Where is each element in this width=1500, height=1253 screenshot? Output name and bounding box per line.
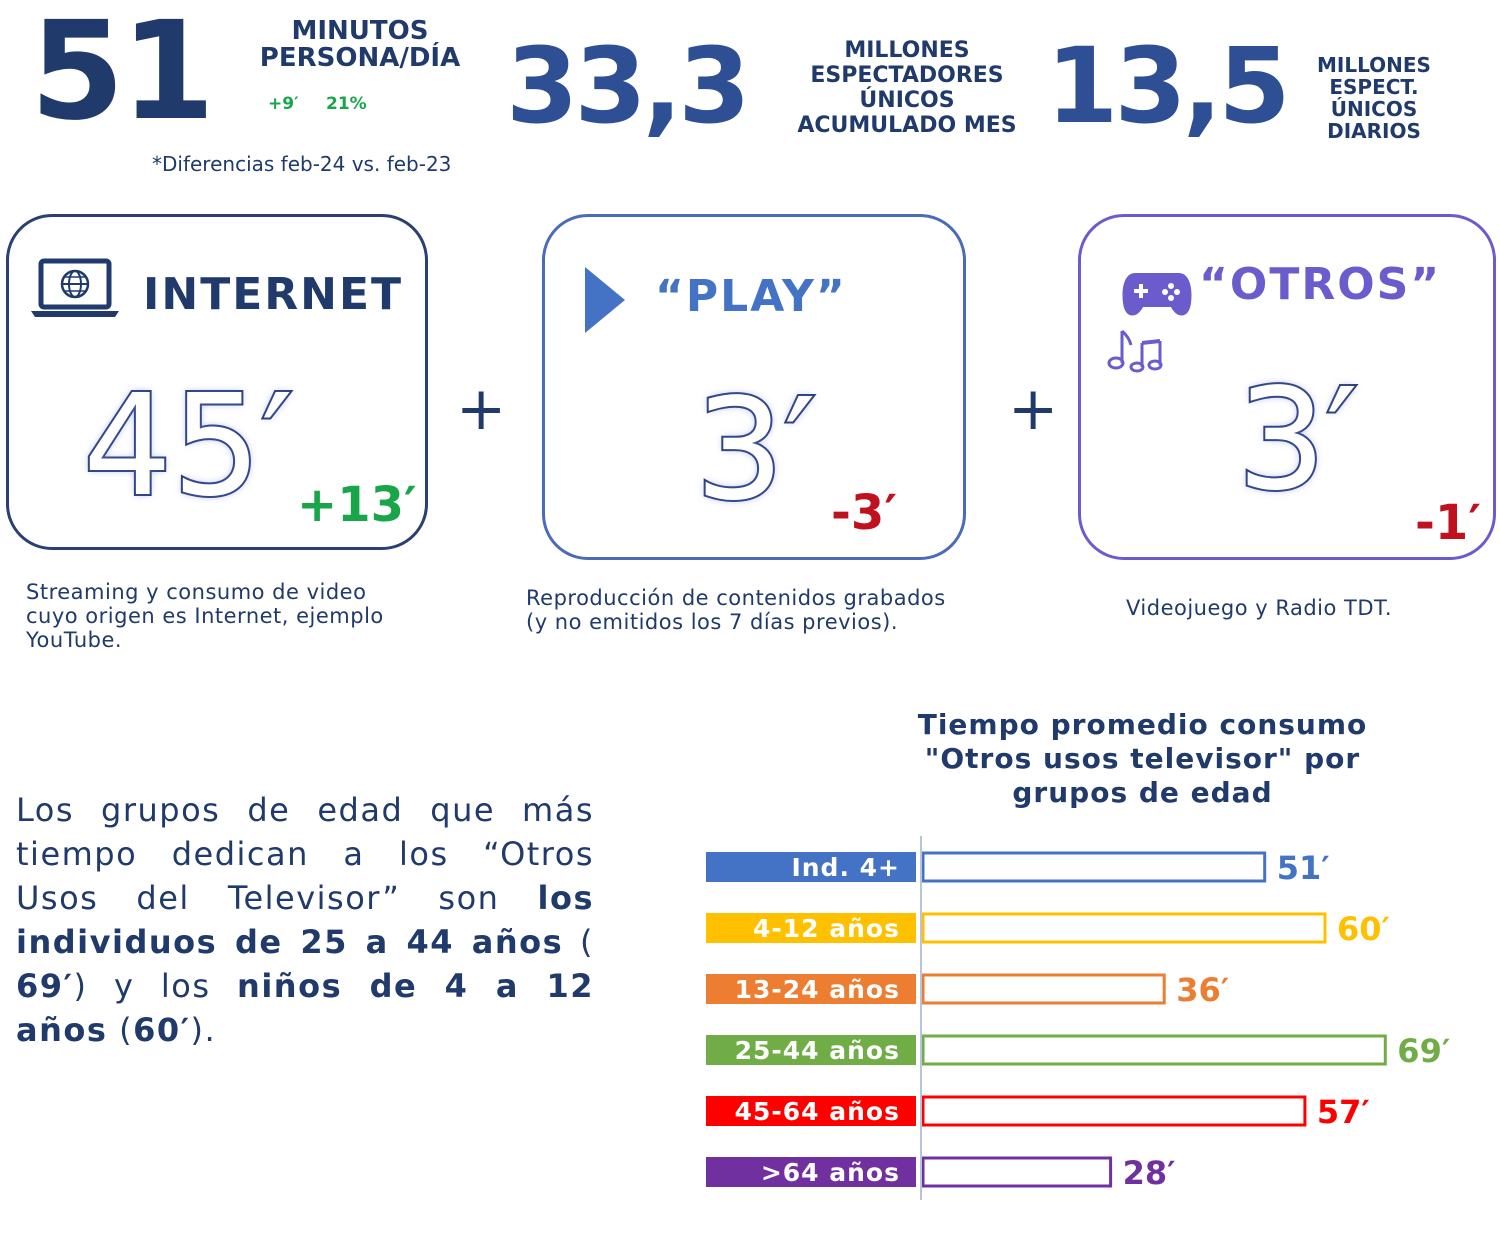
footnote: *Diferencias feb-24 vs. feb-23 bbox=[152, 152, 452, 176]
stat-minutes-label-line2: PERSONA/DÍA bbox=[259, 43, 461, 74]
category-label-box bbox=[706, 1096, 916, 1126]
stat-daily-viewers-label: MILLONES ESPECT. ÚNICOS DIARIOS bbox=[1317, 53, 1431, 143]
category-label-box bbox=[706, 1157, 916, 1187]
card-otros-description: Videojuego y Radio TDT. bbox=[1126, 596, 1393, 620]
music-notes-icon bbox=[1107, 329, 1163, 373]
card-internet: INTERNET 45′ +13′ bbox=[6, 214, 428, 550]
category-label-box bbox=[706, 913, 916, 943]
plus-sign-1: + bbox=[456, 374, 507, 444]
card-internet-delta: +13′ bbox=[297, 477, 417, 533]
card-otros-value: 3′ bbox=[1235, 359, 1360, 522]
card-play-value: 3′ bbox=[693, 369, 818, 532]
bar-value-label: 60′ bbox=[1337, 910, 1390, 948]
card-otros: “OTROS” 3′ -1′ bbox=[1078, 214, 1496, 560]
stat-minutes-value: 51 bbox=[30, 0, 215, 151]
card-otros-delta: -1′ bbox=[1415, 495, 1481, 551]
card-internet-title: INTERNET bbox=[143, 269, 404, 320]
bar-value-label: 28′ bbox=[1123, 1154, 1176, 1192]
play-icon bbox=[585, 267, 625, 333]
stat-monthly-viewers-label: MILLONES ESPECTADORES ÚNICOS ACUMULADO M… bbox=[797, 38, 1017, 138]
stat-minutes-delta: +9′ bbox=[268, 94, 299, 114]
category-label-box bbox=[706, 852, 916, 882]
bar bbox=[921, 1095, 1307, 1127]
bar bbox=[921, 1156, 1113, 1188]
category-label-box bbox=[706, 974, 916, 1004]
gamepad-icon bbox=[1122, 273, 1192, 316]
card-play: “PLAY” 3′ -3′ bbox=[542, 214, 966, 560]
category-label-box bbox=[706, 1035, 916, 1065]
stat-minutes-delta-percent: 21% bbox=[326, 94, 367, 114]
laptop-globe-icon bbox=[31, 258, 119, 317]
category-label: 13-24 años bbox=[735, 975, 900, 1004]
category-label: >64 años bbox=[761, 1158, 900, 1187]
card-play-title: “PLAY” bbox=[655, 271, 847, 322]
bar bbox=[921, 973, 1166, 1005]
summary-paragraph: Los grupos de edad que más tiempo dedica… bbox=[16, 791, 595, 1049]
card-internet-description: Streaming y consumo de video cuyo origen… bbox=[26, 580, 384, 652]
bar bbox=[921, 851, 1267, 883]
stat-minutes-label: MINUTOS PERSONA/DÍA bbox=[240, 16, 480, 74]
stat-minutes-label-line1: MINUTOS bbox=[291, 16, 429, 46]
stat-monthly-viewers-value: 33,3 bbox=[506, 25, 751, 147]
category-label: 25-44 años bbox=[735, 1036, 900, 1065]
bar bbox=[921, 912, 1327, 944]
card-play-delta: -3′ bbox=[831, 485, 897, 541]
bar-value-label: 57′ bbox=[1317, 1093, 1370, 1131]
bar bbox=[921, 1034, 1387, 1066]
stat-daily-viewers-value: 13,5 bbox=[1046, 25, 1291, 147]
bar-value-label: 36′ bbox=[1176, 971, 1229, 1009]
card-play-description: Reproducción de contenidos grabados (y n… bbox=[526, 586, 946, 634]
category-label: Ind. 4+ bbox=[791, 853, 900, 882]
bar-value-label: 69′ bbox=[1397, 1032, 1450, 1070]
bar-value-label: 51′ bbox=[1277, 849, 1330, 887]
plus-sign-2: + bbox=[1008, 374, 1059, 444]
category-label: 4-12 años bbox=[753, 914, 900, 943]
chart-title: Tiempo promedio consumo "Otros usos tele… bbox=[917, 708, 1368, 809]
card-otros-title: “OTROS” bbox=[1199, 259, 1442, 310]
category-label: 45-64 años bbox=[735, 1097, 900, 1126]
card-internet-value: 45′ bbox=[81, 365, 295, 528]
